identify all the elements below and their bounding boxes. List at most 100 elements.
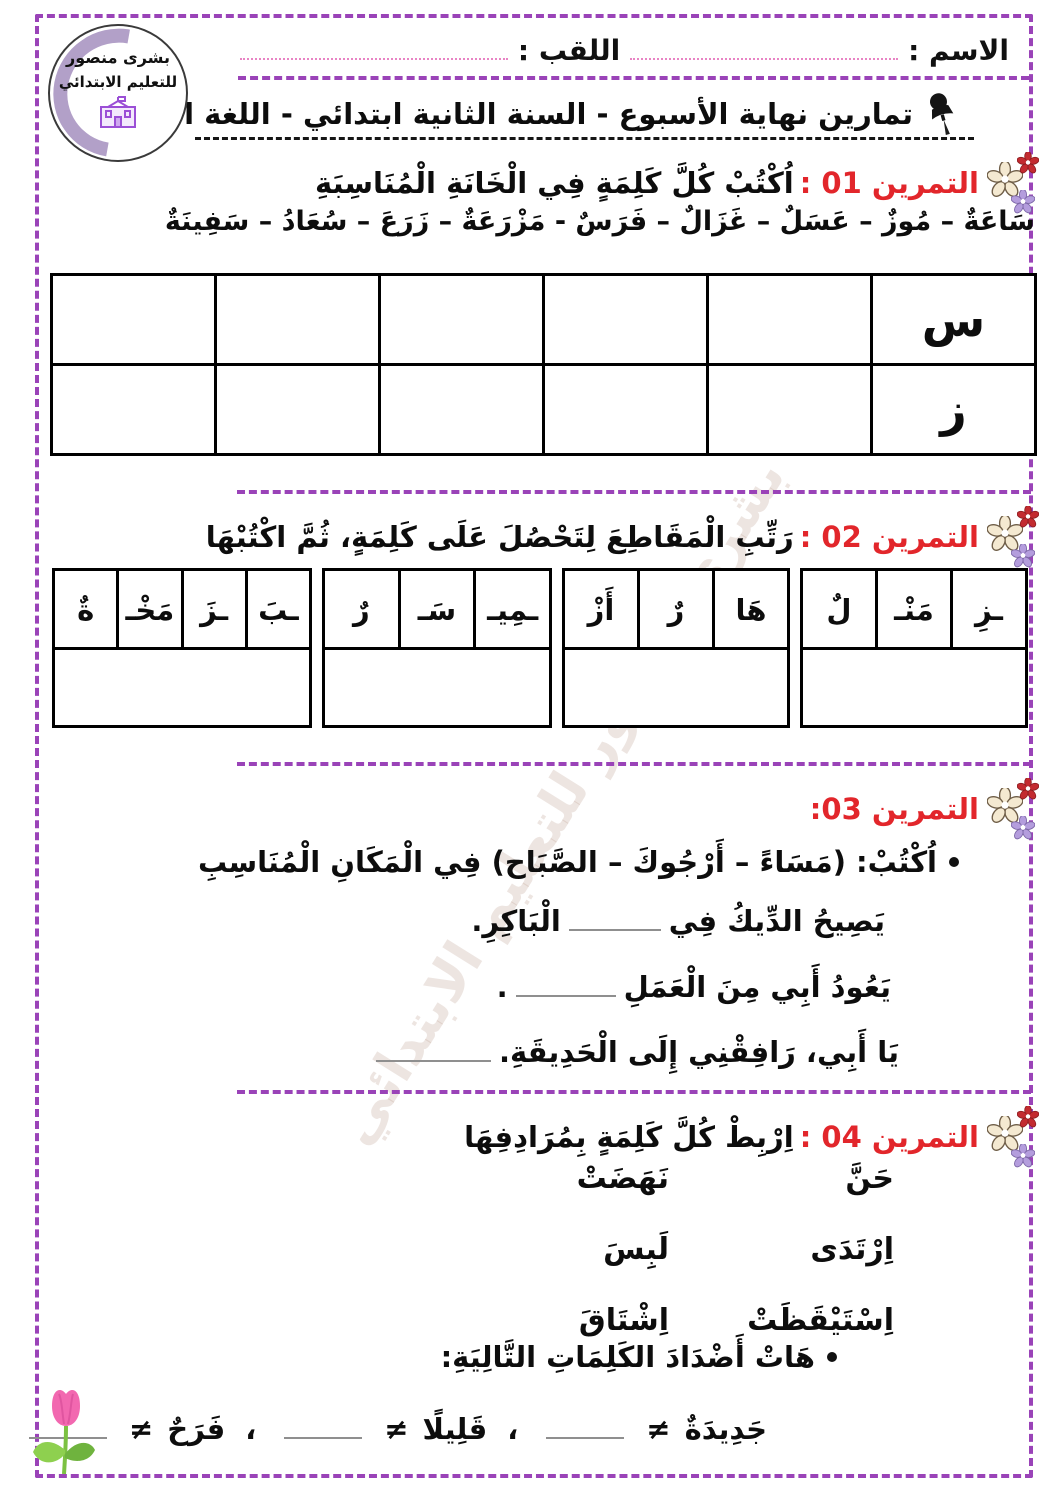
exercise1-instruction: اُكْتُبْ كُلَّ كَلِمَةٍ فِي الْخَانَةِ ا…: [315, 166, 794, 200]
exercise3-bullet-line: اُكْتُبْ: (مَسَاءً – أَرْجُوكَ – الصَّبَ…: [198, 845, 959, 879]
opposites-line: جَدِيدَةٌ ≠ ، قَلِيلًا ≠ ، فَرَحٌ ≠: [21, 1412, 767, 1446]
tulip-icon: [33, 1390, 95, 1475]
exercise1-word-bank: سَاعَةٌ – مُوزٌ – عَسَلٌ – غَزَالٌ – فَر…: [164, 206, 1035, 237]
logo-line1: بشرى منصور: [66, 48, 170, 67]
syllable-cell: سَـ: [397, 568, 474, 650]
name-input-line[interactable]: [630, 54, 899, 60]
table-empty-cell[interactable]: [217, 366, 378, 453]
fill-blank[interactable]: [284, 1433, 363, 1439]
surname-input-line[interactable]: [239, 54, 508, 60]
syllable-block: ـمِيـ سَـ رٌ: [321, 568, 552, 728]
exercise3-bullet-text: اُكْتُبْ: (مَسَاءً – أَرْجُوكَ – الصَّبَ…: [197, 845, 937, 879]
page-border: [35, 14, 1033, 1478]
syllable-answer-box[interactable]: [562, 650, 790, 728]
matching-row[interactable]: حَنَّ نَهَضَتْ: [534, 1156, 894, 1202]
fill-blank[interactable]: [375, 1056, 491, 1062]
exercise3-label: التمرين 03:: [809, 792, 979, 826]
match-synonym[interactable]: لَبِسَ: [603, 1232, 669, 1267]
exercise1-label: التمرين 01 :: [799, 166, 979, 200]
syllable-cell: مَخْـ: [116, 568, 181, 650]
table-empty-cell[interactable]: [709, 276, 870, 363]
not-equal-symbol: ≠: [384, 1412, 409, 1446]
fill-blank[interactable]: [515, 991, 616, 997]
syllable-cell: مَنْـ: [875, 568, 950, 650]
fill-blank[interactable]: [546, 1433, 625, 1439]
fill-blank[interactable]: [568, 925, 661, 931]
not-equal-symbol: ≠: [128, 1412, 154, 1446]
exercise4-bullet-line: هَاتْ أَضْدَادَ الكَلِمَاتِ التَّالِيَةِ…: [441, 1340, 837, 1374]
pushpin-icon: [929, 93, 954, 136]
bullet-icon: [949, 857, 959, 867]
title-underline: [195, 137, 974, 140]
exercise1-sorting-table: س ز: [50, 273, 1037, 456]
flower-decoration-icon: [987, 778, 1039, 840]
comma-separator: ،: [507, 1412, 519, 1446]
comma-separator: ،: [245, 1412, 257, 1446]
flower-decoration-icon: [987, 506, 1039, 568]
syllable-answer-box[interactable]: [322, 650, 552, 728]
fill-blank[interactable]: [28, 1433, 107, 1439]
table-empty-cell[interactable]: [53, 276, 214, 363]
syllable-cell: رٌ: [321, 568, 398, 650]
worksheet-title: تمارين نهاية الأسبوع - السنة الثانية ابت…: [98, 97, 913, 131]
section-divider: [237, 762, 1031, 766]
table-empty-cell[interactable]: [53, 366, 214, 453]
syllable-cell: ةٌ: [52, 568, 117, 650]
table-empty-cell[interactable]: [381, 366, 542, 453]
exercise4-label: التمرين 04 :: [799, 1120, 979, 1154]
match-word[interactable]: حَنَّ: [845, 1161, 894, 1196]
table-letter-cell: ز: [873, 366, 1034, 453]
syllable-block: هَا رٌ أَزْ: [562, 568, 790, 728]
logo-line2: للتعليم الابتدائي: [58, 73, 178, 91]
match-word[interactable]: اِسْتَيْقَظَتْ: [747, 1303, 894, 1338]
exercise4-instruction: اِرْبِطْ كُلَّ كَلِمَةٍ بِمُرَادِفِهَا: [464, 1120, 794, 1154]
sentence-text: يَعُودُ أَبِي مِنَ الْعَمَلِ: [623, 970, 891, 1004]
not-equal-symbol: ≠: [646, 1412, 671, 1446]
exercise4-header: التمرين 04 : اِرْبِطْ كُلَّ كَلِمَةٍ بِم…: [464, 1104, 1041, 1170]
syllable-cell: رٌ: [637, 568, 712, 650]
surname-label: اللقب :: [517, 34, 621, 68]
opposite-word: فَرَحٌ: [167, 1412, 226, 1446]
table-empty-cell[interactable]: [709, 366, 870, 453]
syllable-block: ـزِ مَنْـ لٌ: [800, 568, 1028, 728]
table-empty-cell[interactable]: [545, 276, 706, 363]
table-empty-cell[interactable]: [217, 276, 378, 363]
exercise2-label: التمرين 02 :: [799, 520, 979, 554]
table-empty-cell[interactable]: [381, 276, 542, 363]
exercise4-bullet-text: هَاتْ أَضْدَادَ الكَلِمَاتِ التَّالِيَةِ…: [440, 1340, 815, 1374]
school-building-icon: [100, 96, 136, 128]
syllable-cell: ـزِ: [950, 568, 1028, 650]
bullet-icon: [827, 1352, 837, 1362]
matching-row[interactable]: اِرْتَدَى لَبِسَ: [534, 1227, 894, 1273]
syllable-cell: ـزَ: [180, 568, 245, 650]
sentence-text: يَصِيحُ الدِّيكُ فِي: [668, 904, 885, 938]
syllable-cell: ـبَ: [244, 568, 312, 650]
sentence-text: .: [496, 970, 508, 1004]
fill-sentence-2: يَعُودُ أَبِي مِنَ الْعَمَلِ.: [497, 970, 891, 1004]
opposite-word: جَدِيدَةٌ: [684, 1412, 767, 1446]
flower-decoration-icon: [987, 1106, 1039, 1168]
table-letter-cell: س: [873, 276, 1034, 363]
matching-row[interactable]: اِسْتَيْقَظَتْ اِشْتَاقَ: [534, 1298, 894, 1344]
match-word[interactable]: اِرْتَدَى: [810, 1232, 894, 1267]
syllable-cell: أَزْ: [562, 568, 637, 650]
exercise2-header: التمرين 02 : رَتِّبِ الْمَقَاطِعَ لِتَحْ…: [206, 504, 1041, 570]
table-empty-cell[interactable]: [545, 366, 706, 453]
syllable-cell: هَا: [712, 568, 790, 650]
exercise2-instruction: رَتِّبِ الْمَقَاطِعَ لِتَحْصُلَ عَلَى كَ…: [205, 520, 794, 554]
match-synonym[interactable]: نَهَضَتْ: [576, 1161, 669, 1196]
syllable-cell: ـمِيـ: [473, 568, 552, 650]
publisher-logo: بشرى منصور للتعليم الابتدائي: [48, 24, 188, 162]
worksheet-title-row: تمارين نهاية الأسبوع - السنة الثانية ابت…: [98, 90, 959, 138]
section-divider: [237, 1090, 1031, 1094]
syllable-cell: لٌ: [800, 568, 875, 650]
syllable-answer-box[interactable]: [52, 650, 312, 728]
match-synonym[interactable]: اِشْتَاقَ: [578, 1303, 669, 1338]
syllable-answer-box[interactable]: [800, 650, 1028, 728]
exercise3-header: التمرين 03:: [810, 776, 1041, 842]
section-divider: [237, 490, 1031, 494]
header-divider: [238, 76, 1029, 80]
name-label: الاسم :: [908, 34, 1009, 68]
fill-sentence-3: يَا أَبِي، رَافِقْنِي إِلَى الْحَدِيقَةِ…: [368, 1035, 899, 1069]
